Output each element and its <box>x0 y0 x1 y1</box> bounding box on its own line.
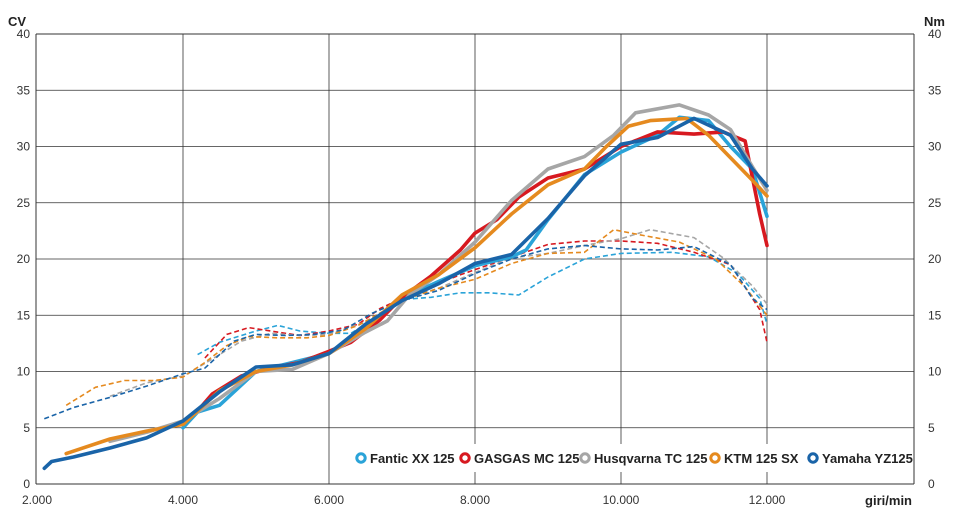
legend-marker-husqvarna-tc-125 <box>579 452 591 464</box>
y-left-tick-label: 30 <box>17 140 31 154</box>
power-line-yamaha-yz125 <box>42 116 769 471</box>
right-axis-unit: Nm <box>924 14 945 29</box>
y-left-tick-label: 40 <box>17 27 31 41</box>
power-lines <box>42 103 769 471</box>
legend-marker-ktm-125-sx <box>709 452 721 464</box>
legend-label-husqvarna-tc-125: Husqvarna TC 125 <box>594 451 707 466</box>
legend: Fantic XX 125 GASGAS MC 125 Husqvarna TC 1… <box>355 451 913 466</box>
left-axis-unit: CV <box>8 14 26 29</box>
legend-marker-gasgas-mc-125 <box>459 452 471 464</box>
torque-lines <box>44 228 768 420</box>
x-tick-label: 12.000 <box>749 493 786 507</box>
torque-line-gasgas-mc-125 <box>204 240 768 359</box>
legend-marker-fantic-xx-125 <box>355 452 367 464</box>
y-left-tick-label: 15 <box>17 308 31 322</box>
y-left-tick-label: 25 <box>17 196 31 210</box>
y-left-ticks: 0 5 10 15 20 25 30 35 40 <box>17 27 31 491</box>
y-left-tick-label: 10 <box>17 365 31 379</box>
y-right-tick-label: 40 <box>928 27 942 41</box>
y-right-ticks: 0 5 10 15 20 25 30 35 40 <box>928 27 942 491</box>
y-right-tick-label: 5 <box>928 421 935 435</box>
y-right-tick-label: 10 <box>928 365 942 379</box>
torque-line-fantic-xx-125 <box>197 251 768 356</box>
x-tick-label: 6.000 <box>314 493 344 507</box>
y-right-tick-label: 20 <box>928 252 942 266</box>
x-tick-label: 4.000 <box>168 493 198 507</box>
power-line-ktm-125-sx <box>64 116 769 456</box>
y-left-tick-label: 5 <box>23 421 30 435</box>
power-line-husqvarna-tc-125 <box>108 103 769 444</box>
x-tick-label: 2.000 <box>22 493 52 507</box>
legend-label-fantic-xx-125: Fantic XX 125 <box>370 451 455 466</box>
y-right-tick-label: 25 <box>928 196 942 210</box>
y-left-tick-label: 35 <box>17 83 31 97</box>
legend-label-ktm-125-sx: KTM 125 SX <box>724 451 799 466</box>
y-left-tick-label: 0 <box>23 477 30 491</box>
y-right-tick-label: 35 <box>928 83 942 97</box>
y-right-tick-label: 0 <box>928 477 935 491</box>
legend-label-yamaha-yz125: Yamaha YZ125 <box>822 451 913 466</box>
y-right-tick-label: 30 <box>928 140 942 154</box>
legend-label-gasgas-mc-125: GASGAS MC 125 <box>474 451 579 466</box>
torque-line-yamaha-yz125 <box>44 244 768 420</box>
grid <box>35 33 915 485</box>
x-axis-label: giri/min <box>865 493 912 508</box>
x-ticks: 2.000 4.000 6.000 8.000 10.000 12.000 <box>22 493 786 507</box>
legend-marker-yamaha-yz125 <box>807 452 819 464</box>
x-tick-label: 8.000 <box>460 493 490 507</box>
x-tick-label: 10.000 <box>603 493 640 507</box>
y-right-tick-label: 15 <box>928 308 942 322</box>
y-left-tick-label: 20 <box>17 252 31 266</box>
